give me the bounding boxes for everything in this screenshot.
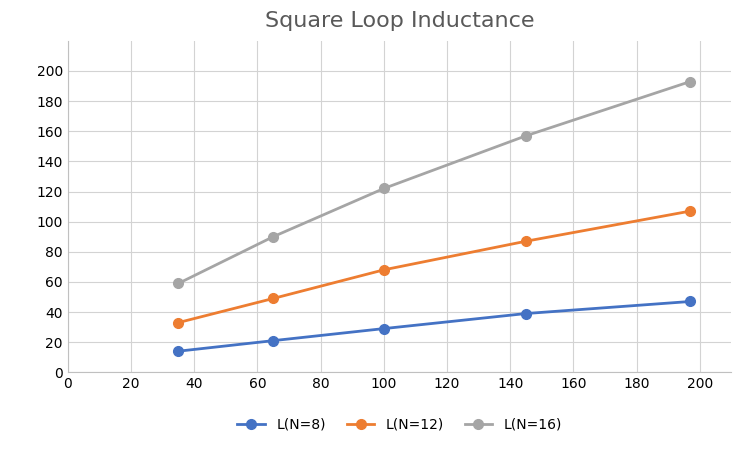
L(N=16) (174, 281, 183, 286)
L(N=8) (379, 326, 388, 331)
Title: Square Loop Inductance: Square Loop Inductance (265, 11, 535, 31)
L(N=8) (268, 338, 277, 343)
L(N=12) (174, 320, 183, 325)
L(N=8) (686, 299, 695, 304)
L(N=12) (686, 208, 695, 214)
L(N=12) (268, 296, 277, 301)
L(N=8) (522, 311, 531, 316)
Line: L(N=12): L(N=12) (173, 206, 695, 327)
L(N=12) (379, 267, 388, 272)
L(N=16) (522, 133, 531, 138)
L(N=12) (522, 238, 531, 244)
Line: L(N=16): L(N=16) (173, 77, 695, 288)
L(N=16) (268, 234, 277, 239)
Legend: L(N=8), L(N=12), L(N=16): L(N=8), L(N=12), L(N=16) (231, 412, 568, 438)
L(N=8) (174, 349, 183, 354)
L(N=16) (686, 79, 695, 84)
Line: L(N=8): L(N=8) (173, 296, 695, 356)
L(N=16) (379, 186, 388, 191)
